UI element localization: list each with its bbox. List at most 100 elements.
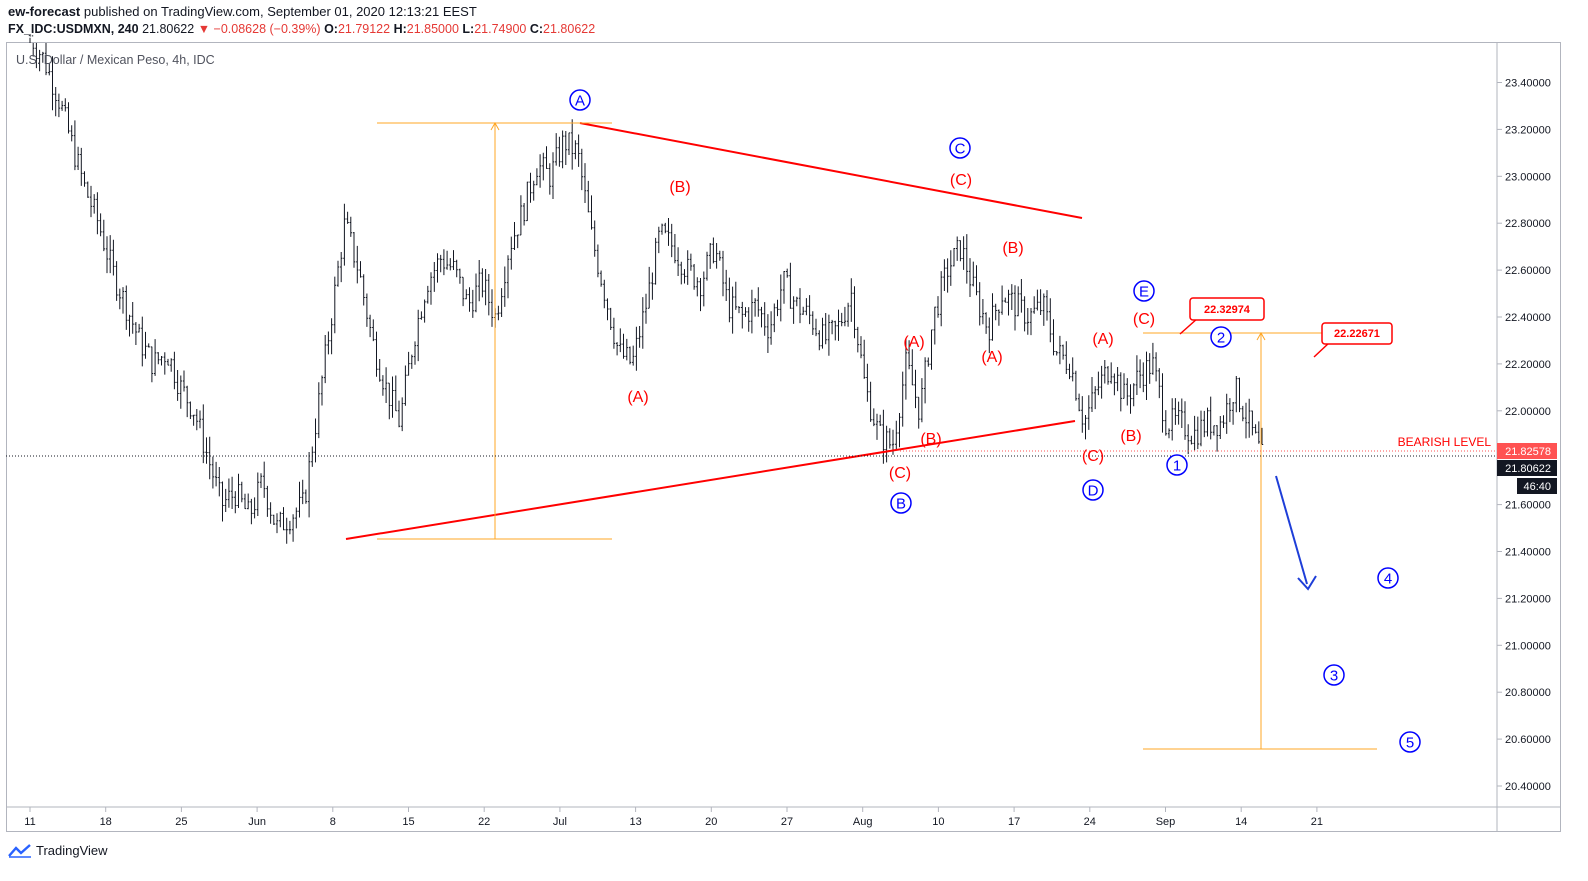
ohlc-bar — [660, 223, 664, 235]
ohlc-bar — [1161, 373, 1164, 433]
ohlc-bar — [458, 268, 462, 284]
wave-label: (C) — [1133, 311, 1155, 328]
ohlc-bar — [1055, 351, 1058, 356]
ohlc-bar — [471, 289, 474, 318]
ohlc-bar — [362, 274, 365, 306]
price-axis[interactable]: 23.40000 23.20000 23.00000 22.80000 22.60000… — [1497, 78, 1551, 794]
ohlc-bar — [1164, 410, 1167, 436]
ohlc-bar — [67, 102, 70, 134]
ohlc-bar — [529, 172, 532, 203]
ohlc-bar — [673, 234, 677, 264]
ohlc-bar — [401, 397, 404, 432]
ohlc-bar — [121, 287, 125, 314]
ohlc-bar — [1231, 402, 1235, 425]
ohlc-bar — [898, 413, 901, 448]
callout-22-32974[interactable]: 22.32974 — [1179, 297, 1265, 335]
ohlc-bar — [1087, 395, 1090, 430]
ohlc-bar — [1090, 377, 1094, 412]
ohlc-bar — [356, 245, 359, 284]
ohlc-bar — [1045, 290, 1049, 321]
ohlc-bar — [80, 147, 83, 186]
ohlc-bar — [48, 63, 51, 76]
ohlc-bar — [1215, 425, 1219, 452]
lower-trendline[interactable] — [345, 420, 1076, 540]
chart-pane[interactable] — [6, 42, 1561, 832]
x-tick-label: 20 — [705, 816, 717, 828]
ohlc-bar — [359, 261, 362, 278]
ohlc-bar — [125, 285, 128, 330]
ohlc-bar — [583, 163, 587, 203]
wave-label: (A) — [903, 334, 924, 351]
ohlc-bar — [680, 261, 683, 285]
triangle-height-measure[interactable] — [377, 121, 612, 540]
ohlc-bar — [307, 452, 311, 518]
ohlc-bar — [166, 358, 170, 366]
ohlc-bar — [683, 269, 686, 284]
ohlc-bar — [1206, 407, 1209, 437]
ohlc-bar — [365, 293, 369, 327]
callout-22-22671[interactable]: 22.22671 — [1313, 322, 1393, 358]
callout-value: 22.32974 — [1204, 304, 1251, 316]
ohlc-bar — [404, 365, 407, 406]
blue-wave-labels: A B C D E 1 2 3 4 5 — [569, 89, 1421, 753]
upper-trendline[interactable] — [579, 122, 1083, 219]
ohlc-bar — [1058, 335, 1062, 365]
author-name[interactable]: ew-forecast — [8, 4, 81, 19]
y-tick-label: 21.20000 — [1505, 593, 1551, 605]
y-tick-label: 20.80000 — [1505, 687, 1551, 699]
ohlc-bar — [291, 514, 295, 542]
ohlc-bar — [914, 369, 917, 409]
ohlc-bar — [420, 311, 423, 320]
ohlc-bar — [548, 163, 551, 195]
ohlc-bar — [83, 171, 86, 187]
ohlc-bar — [930, 329, 933, 370]
ohlc-bar — [179, 375, 182, 409]
ohlc-bar — [538, 154, 542, 188]
ohlc-bar — [320, 375, 324, 406]
ohlc-bar — [1209, 396, 1212, 440]
ohlc-bar — [89, 185, 93, 218]
ohlc-bar — [1103, 360, 1106, 384]
ohlc-bar — [186, 385, 189, 418]
ohlc-bar — [1238, 377, 1241, 413]
ohlc-bar — [243, 493, 247, 510]
ohlc-bar — [1171, 398, 1174, 441]
ohlc-bar — [632, 345, 635, 366]
ohlc-bar — [1010, 284, 1013, 310]
ohlc-bar — [198, 410, 202, 429]
ohlc-bar — [997, 309, 1001, 326]
brand-footer[interactable]: TradingView — [8, 843, 108, 858]
ohlc-bar — [253, 497, 256, 519]
ohlc-bar — [44, 43, 48, 76]
ohlc-bar — [368, 314, 372, 338]
ohlc-bar — [741, 301, 744, 329]
ohlc-bar — [381, 375, 385, 396]
ohlc-bar — [413, 341, 417, 365]
projection-arrow[interactable] — [1275, 475, 1308, 585]
ohlc-bar — [1138, 359, 1142, 389]
ohlc-bar — [330, 318, 333, 355]
y-tick-label: 22.00000 — [1505, 406, 1551, 418]
ohlc-bar — [949, 250, 952, 286]
ohlc-bar — [532, 180, 535, 201]
ohlc-bar — [965, 234, 968, 284]
ohlc-bar — [449, 258, 452, 271]
ohlc-bar — [324, 335, 327, 384]
time-axis[interactable]: 11 18 25 Jun 8 15 22 Jul 13 20 27 Aug 10 17 24 Sep 14 21 — [24, 807, 1323, 828]
ohlc-bar — [1254, 424, 1257, 434]
ohlc-bar — [391, 376, 394, 418]
ohlc-bar — [654, 237, 657, 285]
x-tick-label: 27 — [781, 816, 793, 828]
y-tick-label: 20.60000 — [1505, 734, 1551, 746]
ohlc-bar — [150, 346, 154, 383]
ohlc-bar — [221, 481, 224, 522]
ohlc-bar — [64, 98, 67, 112]
ohlc-bar — [282, 507, 285, 531]
ohlc-bar — [170, 358, 173, 372]
low-label: L: — [462, 22, 475, 36]
legend-title: U.S. Dollar / Mexican Peso, 4h, IDC — [16, 53, 215, 67]
ohlc-bar — [1148, 353, 1151, 384]
target-projection-measure[interactable] — [1143, 331, 1377, 750]
ohlc-bar — [587, 180, 590, 213]
